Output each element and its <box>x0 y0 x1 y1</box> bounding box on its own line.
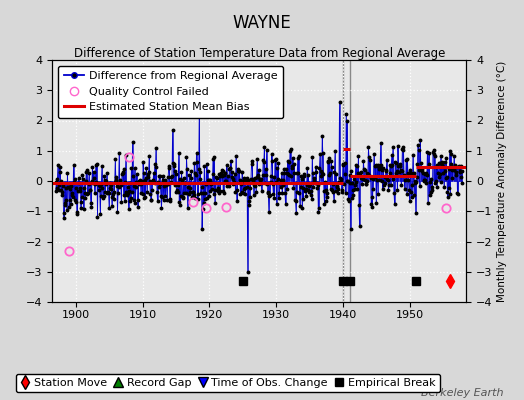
Y-axis label: Monthly Temperature Anomaly Difference (°C): Monthly Temperature Anomaly Difference (… <box>497 60 507 302</box>
Legend: Difference from Regional Average, Quality Control Failed, Estimated Station Mean: Difference from Regional Average, Qualit… <box>58 66 283 118</box>
Title: Difference of Station Temperature Data from Regional Average: Difference of Station Temperature Data f… <box>74 47 445 60</box>
Text: Berkeley Earth: Berkeley Earth <box>421 388 503 398</box>
Text: WAYNE: WAYNE <box>233 14 291 32</box>
Legend: Station Move, Record Gap, Time of Obs. Change, Empirical Break: Station Move, Record Gap, Time of Obs. C… <box>16 374 440 392</box>
